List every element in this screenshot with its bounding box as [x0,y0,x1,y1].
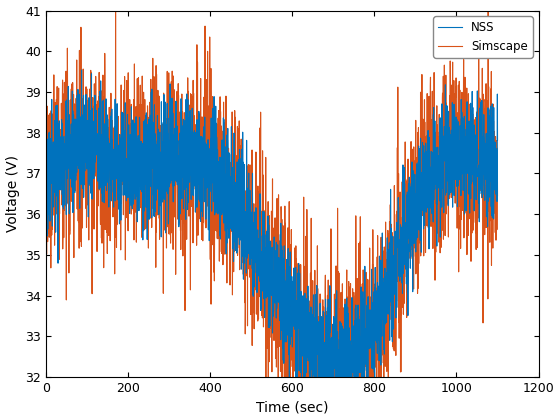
Simscape [437,123,444,129]
Legend: NSS, Simscape: NSS, Simscape [433,16,533,58]
Simscape [216,162,222,167]
NSS [94,153,101,158]
Simscape [43,178,49,183]
Simscape [486,122,492,127]
NSS [43,158,49,163]
Line: NSS: NSS [46,70,497,420]
NSS [437,235,444,240]
Simscape [235,186,242,191]
NSS [121,160,128,165]
Simscape [94,109,101,114]
Simscape [494,193,501,198]
Simscape [121,168,128,173]
Line: Simscape: Simscape [46,0,497,420]
NSS [494,137,501,142]
NSS [235,221,242,226]
Y-axis label: Voltage (V): Voltage (V) [6,155,20,232]
NSS [216,162,222,167]
NSS [78,68,85,73]
X-axis label: Time (sec): Time (sec) [256,400,329,415]
NSS [486,161,492,166]
